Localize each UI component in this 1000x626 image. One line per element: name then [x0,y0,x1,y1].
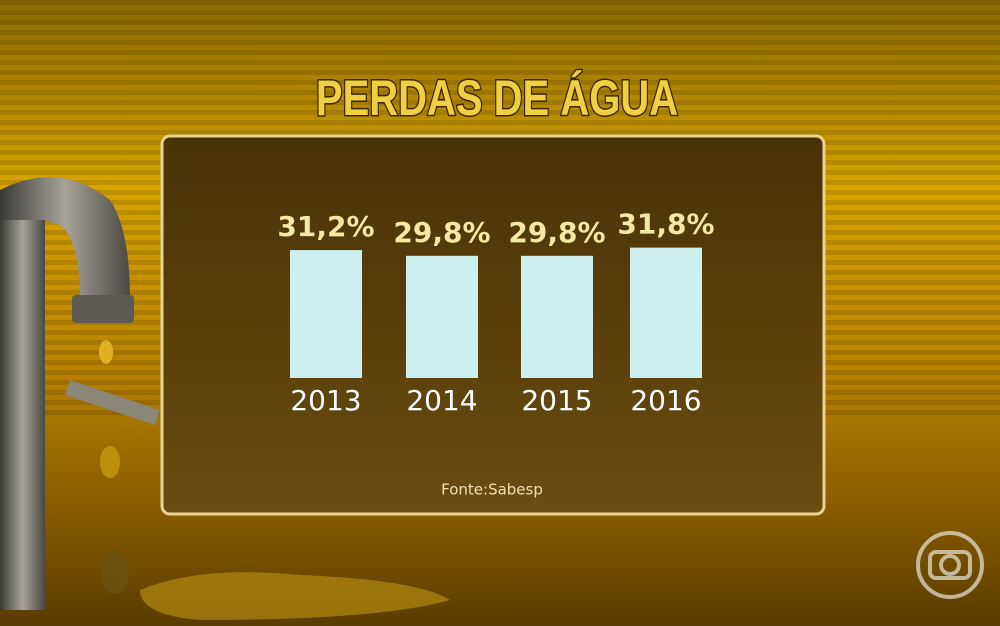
bar [406,255,478,378]
value-label: 31,2% [277,210,374,243]
x-tick-label: 2013 [290,384,361,417]
chart-title: PERDAS DE ÁGUA [316,70,678,126]
bar [521,255,593,378]
bar [290,250,362,378]
x-tick-label: 2016 [630,384,701,417]
faucet-illustration [0,177,450,620]
source-note: Fonte:Sabesp [441,481,543,499]
value-label: 29,8% [393,216,490,249]
bar [630,247,702,378]
broadcaster-logo [916,531,984,599]
x-tick-label: 2014 [406,384,477,417]
value-label: 31,8% [617,208,714,241]
value-label: 29,8% [508,216,605,249]
chart-panel [160,134,826,516]
x-tick-label: 2015 [521,384,592,417]
